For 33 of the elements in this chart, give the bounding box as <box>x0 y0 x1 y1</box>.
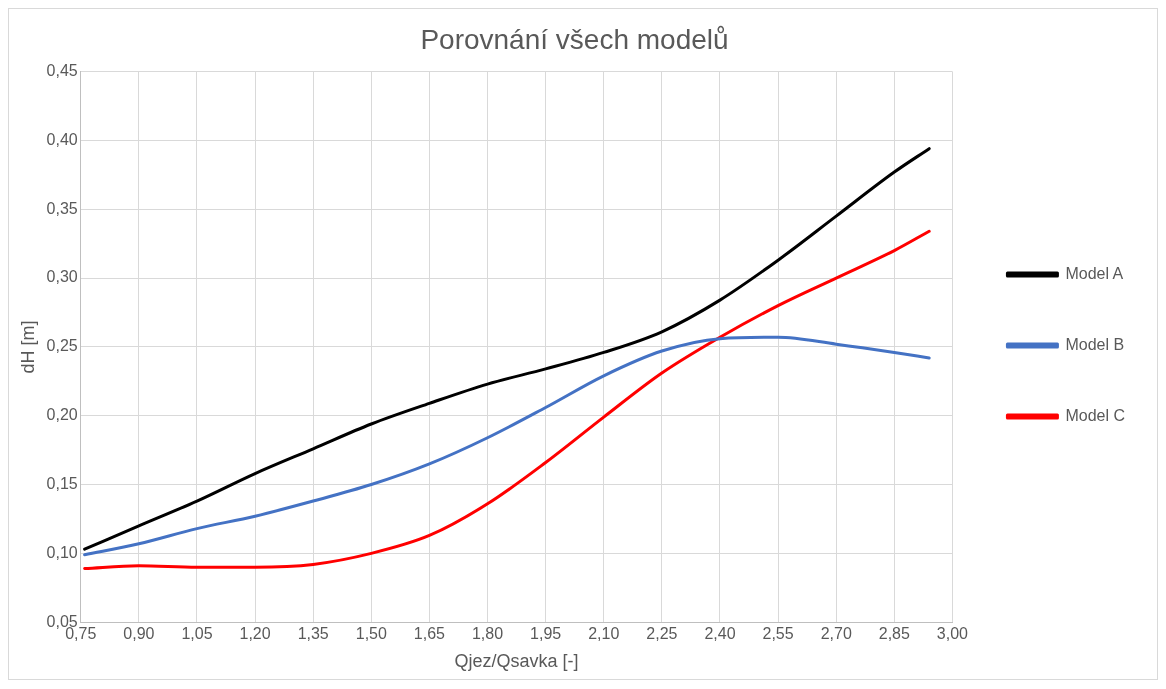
y-tick-label: 0,10 <box>46 543 78 561</box>
y-tick-label: 0,05 <box>46 612 78 630</box>
y-tick-label: 0,45 <box>46 62 78 80</box>
x-tick-label: 3,00 <box>936 625 969 643</box>
x-tick-label: 2,70 <box>820 625 852 643</box>
x-tick-label: 1,80 <box>471 625 504 643</box>
x-tick-label: 2,55 <box>762 625 794 643</box>
chart-title: Porovnání všech modelů <box>420 23 729 55</box>
x-tick-label: 1,35 <box>297 625 329 643</box>
x-tick-label: 1,50 <box>355 625 387 643</box>
legend-label: Model A <box>1065 264 1124 282</box>
legend-label: Model B <box>1065 335 1125 353</box>
x-tick-label: 2,40 <box>704 625 736 643</box>
x-tick-label: 2,85 <box>878 625 910 643</box>
y-tick-label: 0,15 <box>46 474 78 492</box>
line-series <box>83 229 931 571</box>
y-tick-label: 0,25 <box>46 337 78 355</box>
y-tick-label: 0,30 <box>46 268 78 286</box>
legend-label: Model C <box>1065 406 1125 424</box>
x-tick-label: 1,95 <box>530 625 562 643</box>
y-tick-label: 0,20 <box>46 406 78 424</box>
line-series <box>83 335 931 557</box>
x-tick-label: 1,20 <box>239 625 271 643</box>
x-tick-label: 1,65 <box>413 625 446 643</box>
x-tick-label: 2,25 <box>646 625 678 643</box>
x-tick-label: 2,10 <box>588 625 620 643</box>
x-tick-label: 1,05 <box>181 625 213 643</box>
y-tick-label: 0,35 <box>46 199 78 217</box>
line-series <box>83 147 931 551</box>
y-tick-label: 0,40 <box>46 130 78 148</box>
y-axis-title: dH [m] <box>17 320 38 374</box>
x-tick-label: 0,90 <box>123 625 155 643</box>
x-axis-title: Qjez/Qsavka [-] <box>454 651 579 672</box>
